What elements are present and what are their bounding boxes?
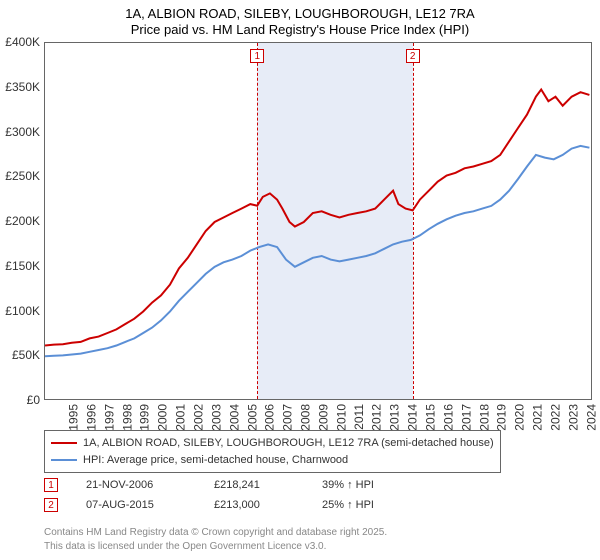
x-tick-label: 2000: [156, 404, 170, 431]
price-row-delta: 39% ↑ HPI: [322, 479, 374, 491]
x-tick-label: 2008: [299, 404, 313, 431]
footer-line2: This data is licensed under the Open Gov…: [44, 540, 387, 554]
y-tick-label: £400K: [5, 35, 40, 49]
price-row-date: 21-NOV-2006: [86, 479, 186, 491]
price-row-marker: 2: [44, 498, 58, 512]
series-svg: [45, 43, 593, 401]
footer-attribution: Contains HM Land Registry data © Crown c…: [44, 526, 387, 553]
x-tick-label: 1998: [120, 404, 134, 431]
x-tick-label: 2007: [281, 404, 295, 431]
price-row-2: 2 07-AUG-2015 £213,000 25% ↑ HPI: [44, 498, 374, 512]
x-tick-label: 2006: [263, 404, 277, 431]
y-tick-label: £200K: [5, 214, 40, 228]
legend-box: 1A, ALBION ROAD, SILEBY, LOUGHBOROUGH, L…: [44, 430, 501, 473]
x-tick-label: 2003: [210, 404, 224, 431]
y-tick-label: £0: [27, 393, 40, 407]
plot-area: 12: [44, 42, 592, 400]
y-tick-label: £350K: [5, 80, 40, 94]
legend-swatch: [51, 442, 77, 444]
x-tick-label: 2020: [513, 404, 527, 431]
x-tick-label: 2011: [351, 404, 365, 430]
x-tick-label: 2024: [584, 404, 598, 431]
x-tick-label: 2005: [245, 404, 259, 431]
series-price_paid: [45, 90, 589, 346]
x-tick-label: 2014: [406, 404, 420, 431]
price-row-price: £218,241: [214, 479, 294, 491]
x-tick-label: 2022: [549, 404, 563, 431]
legend-label: 1A, ALBION ROAD, SILEBY, LOUGHBOROUGH, L…: [83, 435, 494, 452]
x-tick-label: 1997: [102, 404, 116, 431]
x-tick-label: 2010: [334, 404, 348, 431]
chart-title-address: 1A, ALBION ROAD, SILEBY, LOUGHBOROUGH, L…: [0, 6, 600, 21]
price-row-delta: 25% ↑ HPI: [322, 499, 374, 511]
x-tick-label: 1995: [67, 404, 81, 431]
series-hpi: [45, 146, 589, 356]
x-tick-label: 2016: [442, 404, 456, 431]
legend-swatch: [51, 459, 77, 461]
y-tick-label: £250K: [5, 169, 40, 183]
price-row-marker: 1: [44, 478, 58, 492]
x-tick-label: 2002: [192, 404, 206, 431]
price-row-date: 07-AUG-2015: [86, 499, 186, 511]
footer-line1: Contains HM Land Registry data © Crown c…: [44, 526, 387, 540]
x-tick-label: 2001: [174, 404, 188, 431]
x-tick-label: 2009: [317, 404, 331, 431]
price-row-price: £213,000: [214, 499, 294, 511]
x-tick-label: 2018: [477, 404, 491, 431]
price-events-table: 1 21-NOV-2006 £218,241 39% ↑ HPI 2 07-AUG-201…: [44, 478, 374, 518]
x-tick-label: 1996: [85, 404, 99, 431]
x-tick-label: 2015: [424, 404, 438, 431]
y-tick-label: £50K: [12, 348, 40, 362]
x-tick-label: 2012: [370, 404, 384, 431]
x-tick-label: 2023: [567, 404, 581, 431]
x-tick-label: 1999: [138, 404, 152, 431]
legend-row-price_paid: 1A, ALBION ROAD, SILEBY, LOUGHBOROUGH, L…: [51, 435, 494, 452]
price-row-1: 1 21-NOV-2006 £218,241 39% ↑ HPI: [44, 478, 374, 492]
x-tick-label: 2017: [459, 404, 473, 431]
legend-row-hpi: HPI: Average price, semi-detached house,…: [51, 452, 494, 469]
chart-container: 1A, ALBION ROAD, SILEBY, LOUGHBOROUGH, L…: [0, 0, 600, 560]
y-tick-label: £100K: [5, 304, 40, 318]
y-tick-label: £300K: [5, 125, 40, 139]
x-tick-label: 2013: [388, 404, 402, 431]
x-tick-label: 2021: [531, 404, 545, 431]
x-tick-label: 2004: [227, 404, 241, 431]
legend-label: HPI: Average price, semi-detached house,…: [83, 452, 348, 469]
x-tick-label: 2019: [495, 404, 509, 431]
chart-titles: 1A, ALBION ROAD, SILEBY, LOUGHBOROUGH, L…: [0, 0, 600, 37]
y-tick-label: £150K: [5, 259, 40, 273]
chart-title-subtitle: Price paid vs. HM Land Registry's House …: [0, 22, 600, 37]
